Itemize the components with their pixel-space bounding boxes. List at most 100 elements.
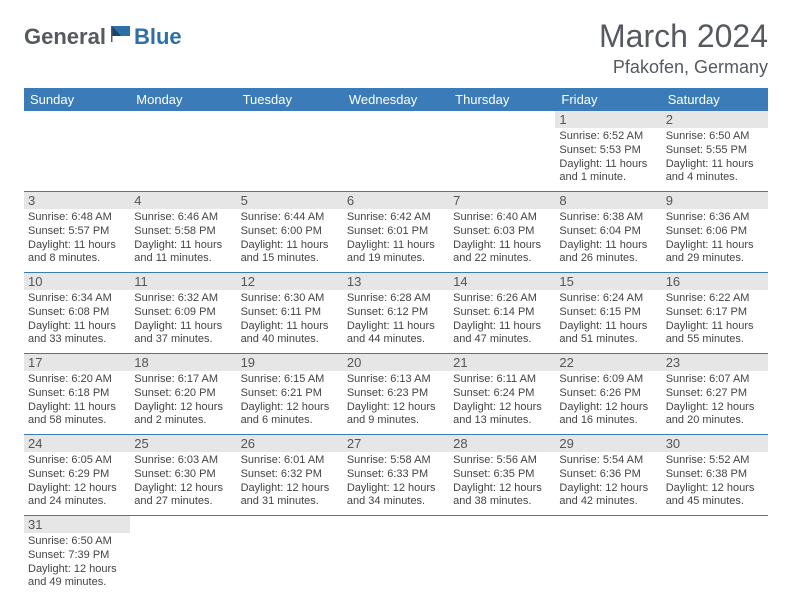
day-info: Sunrise: 6:09 AMSunset: 6:26 PMDaylight:…: [559, 373, 657, 428]
day-number: 10: [24, 273, 130, 290]
day-info: Sunrise: 6:28 AMSunset: 6:12 PMDaylight:…: [347, 292, 445, 347]
day-number: 4: [130, 192, 236, 209]
calendar-cell: 22 Sunrise: 6:09 AMSunset: 6:26 PMDayligh…: [555, 354, 661, 435]
day-number: 6: [343, 192, 449, 209]
location: Pfakofen, Germany: [599, 57, 768, 78]
calendar-cell: 7 Sunrise: 6:40 AMSunset: 6:03 PMDaylight…: [449, 192, 555, 273]
calendar-cell: [662, 516, 768, 597]
calendar-cell: 20Sunrise: 6:13 AMSunset: 6:23 PMDayligh…: [343, 354, 449, 435]
calendar-table: SundayMondayTuesdayWednesdayThursdayFrid…: [24, 88, 768, 596]
calendar-cell: 9 Sunrise: 6:36 AMSunset: 6:06 PMDaylight…: [662, 192, 768, 273]
logo: General Blue: [24, 18, 182, 50]
calendar-cell: 16Sunrise: 6:22 AMSunset: 6:17 PMDayligh…: [662, 273, 768, 354]
calendar-cell: 6Sunrise: 6:42 AMSunset: 6:01 PMDaylight…: [343, 192, 449, 273]
day-info: Sunrise: 6:07 AMSunset: 6:27 PMDaylight:…: [666, 373, 764, 428]
title-block: March 2024 Pfakofen, Germany: [599, 18, 768, 78]
header: General Blue March 2024 Pfakofen, German…: [24, 18, 768, 78]
day-info: Sunrise: 6:32 AMSunset: 6:09 PMDaylight:…: [134, 292, 232, 347]
day-number: 11: [130, 273, 236, 290]
day-info: Sunrise: 6:30 AMSunset: 6:11 PMDaylight:…: [241, 292, 339, 347]
calendar-cell: 19Sunrise: 6:15 AMSunset: 6:21 PMDayligh…: [237, 354, 343, 435]
logo-text-blue: Blue: [134, 24, 182, 50]
day-number: 22: [555, 354, 661, 371]
month-title: March 2024: [599, 18, 768, 55]
day-info: Sunrise: 5:56 AMSunset: 6:35 PMDaylight:…: [453, 454, 551, 509]
calendar-cell: 30Sunrise: 5:52 AMSunset: 6:38 PMDayligh…: [662, 435, 768, 516]
calendar-cell: 31Sunrise: 6:50 AMSunset: 7:39 PMDayligh…: [24, 516, 130, 597]
day-info: Sunrise: 5:58 AMSunset: 6:33 PMDaylight:…: [347, 454, 445, 509]
day-number: 12: [237, 273, 343, 290]
weekday-header: Monday: [130, 88, 236, 111]
day-info: Sunrise: 6:44 AMSunset: 6:00 PMDaylight:…: [241, 211, 339, 266]
calendar-cell: [237, 516, 343, 597]
day-info: Sunrise: 6:50 AMSunset: 5:55 PMDaylight:…: [666, 130, 764, 185]
calendar-cell: [343, 111, 449, 192]
calendar-cell: [343, 516, 449, 597]
day-number: 21: [449, 354, 555, 371]
day-number: 13: [343, 273, 449, 290]
calendar-cell: 8Sunrise: 6:38 AMSunset: 6:04 PMDaylight…: [555, 192, 661, 273]
calendar-cell: 23Sunrise: 6:07 AMSunset: 6:27 PMDayligh…: [662, 354, 768, 435]
calendar-cell: 15 Sunrise: 6:24 AMSunset: 6:15 PMDayligh…: [555, 273, 661, 354]
day-number: 25: [130, 435, 236, 452]
day-info: Sunrise: 6:11 AMSunset: 6:24 PMDaylight:…: [453, 373, 551, 428]
flag-icon: [110, 24, 132, 49]
day-number: 31: [24, 516, 130, 533]
weekday-header: Friday: [555, 88, 661, 111]
day-number: 16: [662, 273, 768, 290]
day-number: 17: [24, 354, 130, 371]
weekday-header: Thursday: [449, 88, 555, 111]
day-number: 3: [24, 192, 130, 209]
day-number: 20: [343, 354, 449, 371]
calendar-cell: [130, 111, 236, 192]
calendar-cell: 3 Sunrise: 6:48 AMSunset: 5:57 PMDaylight…: [24, 192, 130, 273]
day-number: 26: [237, 435, 343, 452]
calendar-cell: [449, 111, 555, 192]
day-number: 7: [449, 192, 555, 209]
day-info: Sunrise: 5:54 AMSunset: 6:36 PMDaylight:…: [559, 454, 657, 509]
day-number: 1: [555, 111, 661, 128]
calendar-cell: 21 Sunrise: 6:11 AMSunset: 6:24 PMDayligh…: [449, 354, 555, 435]
day-info: Sunrise: 6:20 AMSunset: 6:18 PMDaylight:…: [28, 373, 126, 428]
calendar-cell: [24, 111, 130, 192]
calendar-cell: 2Sunrise: 6:50 AMSunset: 5:55 PMDaylight…: [662, 111, 768, 192]
day-info: Sunrise: 6:48 AMSunset: 5:57 PMDaylight:…: [28, 211, 126, 266]
calendar-cell: 29 Sunrise: 5:54 AMSunset: 6:36 PMDayligh…: [555, 435, 661, 516]
calendar-cell: 14 Sunrise: 6:26 AMSunset: 6:14 PMDayligh…: [449, 273, 555, 354]
day-number: 29: [555, 435, 661, 452]
calendar-cell: 27 Sunrise: 5:58 AMSunset: 6:33 PMDayligh…: [343, 435, 449, 516]
day-info: Sunrise: 6:46 AMSunset: 5:58 PMDaylight:…: [134, 211, 232, 266]
day-info: Sunrise: 5:52 AMSunset: 6:38 PMDaylight:…: [666, 454, 764, 509]
day-number: 9: [662, 192, 768, 209]
calendar-cell: 5 Sunrise: 6:44 AMSunset: 6:00 PMDaylight…: [237, 192, 343, 273]
day-info: Sunrise: 6:05 AMSunset: 6:29 PMDaylight:…: [28, 454, 126, 509]
weekday-header: Tuesday: [237, 88, 343, 111]
day-info: Sunrise: 6:34 AMSunset: 6:08 PMDaylight:…: [28, 292, 126, 347]
calendar-cell: 18Sunrise: 6:17 AMSunset: 6:20 PMDayligh…: [130, 354, 236, 435]
day-info: Sunrise: 6:38 AMSunset: 6:04 PMDaylight:…: [559, 211, 657, 266]
calendar-cell: 1 Sunrise: 6:52 AMSunset: 5:53 PMDaylight…: [555, 111, 661, 192]
weekday-header: Sunday: [24, 88, 130, 111]
weekday-header: Wednesday: [343, 88, 449, 111]
day-info: Sunrise: 6:01 AMSunset: 6:32 PMDaylight:…: [241, 454, 339, 509]
day-number: 24: [24, 435, 130, 452]
day-number: 15: [555, 273, 661, 290]
day-info: Sunrise: 6:15 AMSunset: 6:21 PMDaylight:…: [241, 373, 339, 428]
day-number: 5: [237, 192, 343, 209]
day-info: Sunrise: 6:26 AMSunset: 6:14 PMDaylight:…: [453, 292, 551, 347]
calendar-cell: 4 Sunrise: 6:46 AMSunset: 5:58 PMDaylight…: [130, 192, 236, 273]
calendar-cell: [555, 516, 661, 597]
calendar-cell: 25Sunrise: 6:03 AMSunset: 6:30 PMDayligh…: [130, 435, 236, 516]
calendar-cell: 17 Sunrise: 6:20 AMSunset: 6:18 PMDayligh…: [24, 354, 130, 435]
day-info: Sunrise: 6:36 AMSunset: 6:06 PMDaylight:…: [666, 211, 764, 266]
calendar-cell: 28Sunrise: 5:56 AMSunset: 6:35 PMDayligh…: [449, 435, 555, 516]
calendar-cell: 12 Sunrise: 6:30 AMSunset: 6:11 PMDayligh…: [237, 273, 343, 354]
weekday-header: Saturday: [662, 88, 768, 111]
day-info: Sunrise: 6:40 AMSunset: 6:03 PMDaylight:…: [453, 211, 551, 266]
day-number: 27: [343, 435, 449, 452]
calendar-header-row: SundayMondayTuesdayWednesdayThursdayFrid…: [24, 88, 768, 111]
day-info: Sunrise: 6:52 AMSunset: 5:53 PMDaylight:…: [559, 130, 657, 185]
day-info: Sunrise: 6:24 AMSunset: 6:15 PMDaylight:…: [559, 292, 657, 347]
calendar-body: 1 Sunrise: 6:52 AMSunset: 5:53 PMDaylight…: [24, 111, 768, 596]
day-number: 14: [449, 273, 555, 290]
